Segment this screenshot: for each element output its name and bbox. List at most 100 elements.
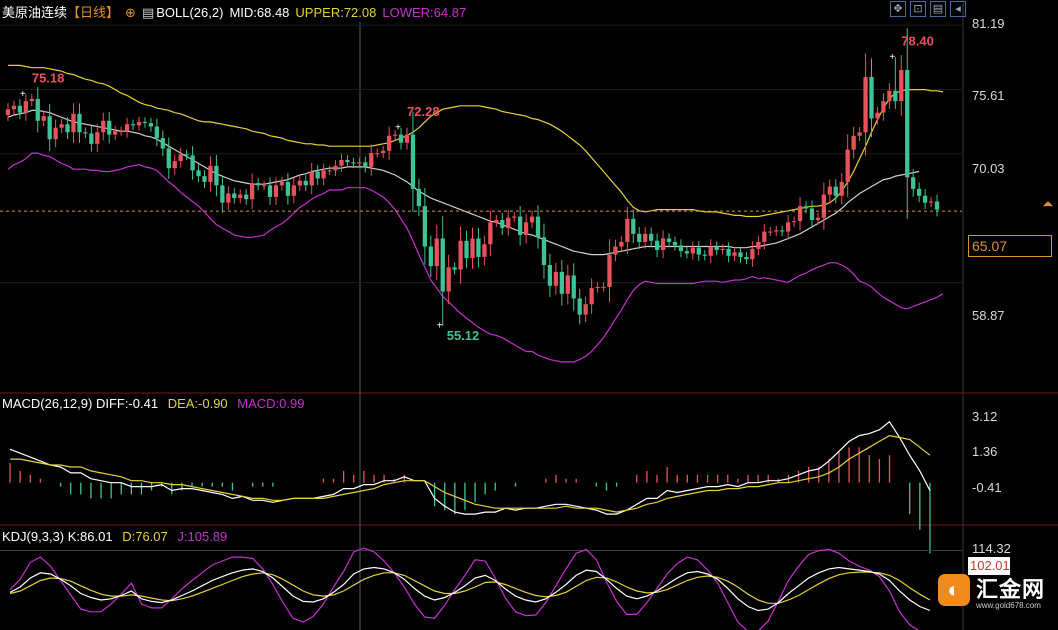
candle-body: [875, 112, 880, 119]
document-icon[interactable]: ▤: [930, 1, 946, 17]
macd-diff: DIFF:-0.41: [95, 396, 159, 411]
candle-body: [488, 222, 493, 245]
candle-body: [113, 131, 118, 135]
candle-body: [321, 170, 326, 179]
candle-body: [279, 181, 285, 186]
candle-body: [660, 238, 666, 250]
candle-body: [416, 188, 422, 207]
candle-body: [89, 133, 94, 144]
extreme-label: 72.28: [407, 104, 440, 119]
candle-body: [863, 76, 868, 133]
candle-body: [345, 160, 350, 163]
candle-body: [809, 208, 815, 220]
kdj-k-line: [9, 566, 931, 612]
back-icon[interactable]: ◂: [950, 1, 966, 17]
symbol-title[interactable]: 美原油连续: [2, 5, 68, 20]
candle-body: [351, 162, 356, 164]
candle-body: [136, 121, 142, 126]
candles: [5, 28, 940, 326]
boll-label[interactable]: BOLL(26,2): [156, 5, 224, 20]
candle-body: [178, 154, 183, 162]
candle-body: [214, 165, 219, 186]
kdj-j: J:105.89: [177, 529, 228, 544]
target-icon[interactable]: ⊕: [125, 5, 136, 20]
candle-body: [392, 134, 398, 136]
candle-body: [821, 194, 827, 218]
candle-body: [780, 230, 785, 232]
boll-lower-line: [7, 152, 944, 363]
candle-body: [869, 76, 874, 119]
candle-body: [375, 153, 380, 155]
candle-body: [238, 194, 243, 199]
candle-body: [637, 233, 642, 242]
candle-body: [785, 222, 791, 232]
candle-body: [494, 220, 499, 223]
candle-body: [666, 238, 672, 242]
zoom-icon[interactable]: ⊡: [910, 1, 926, 17]
kdj-j-line: [9, 547, 919, 630]
candle-body: [5, 109, 11, 115]
candle-body: [643, 233, 648, 242]
candle-body: [523, 222, 529, 235]
candle-body: [363, 162, 368, 167]
candle-body: [124, 124, 130, 132]
candle-body: [142, 121, 148, 124]
candle-body: [726, 248, 731, 256]
candle-body: [922, 195, 928, 203]
candle-body: [696, 247, 701, 255]
candle-body: [839, 181, 844, 196]
candle-body: [905, 70, 910, 178]
chart-icon[interactable]: ▤: [141, 5, 155, 20]
candle-body: [47, 116, 52, 140]
candle-body: [297, 180, 302, 186]
period-label[interactable]: 【日线】: [67, 5, 120, 20]
candle-body: [232, 193, 237, 199]
boll-upper-line: [8, 64, 944, 218]
candle-body: [541, 237, 547, 265]
candle-body: [684, 251, 690, 254]
candle-body: [917, 188, 922, 196]
candle-body: [529, 216, 535, 223]
candle-body: [827, 186, 832, 195]
current-price-label: 65.07: [968, 235, 1052, 257]
candle-body: [583, 304, 588, 315]
candle-body: [29, 98, 34, 102]
candle-body: [553, 271, 559, 286]
candle-body: [851, 135, 856, 150]
kdj-label[interactable]: KDJ(9,3,3): [2, 529, 65, 544]
candle-body: [708, 246, 713, 256]
candle-body: [267, 185, 273, 197]
candle-body: [410, 134, 416, 189]
candle-body: [470, 238, 475, 259]
candle-body: [500, 220, 505, 229]
macd-label[interactable]: MACD(26,12,9): [2, 396, 93, 411]
logo-icon: ◐: [938, 574, 970, 606]
candle-body: [791, 221, 797, 223]
candle-body: [130, 124, 136, 126]
main-header: 美原油连续【日线】 ⊕ ▤ BOLL(26,2) MID:68.48 UPPER:72.0…: [2, 2, 472, 21]
candle-body: [303, 180, 308, 186]
candle-body: [613, 246, 618, 255]
candle-body: [357, 162, 362, 164]
candle-body: [434, 238, 439, 267]
candle-body: [446, 267, 451, 292]
candle-body: [452, 267, 457, 270]
watermark-name: 汇金网: [976, 577, 1046, 602]
candle-body: [559, 271, 564, 294]
macd-dea-line: [10, 434, 931, 513]
extreme-label: 55.12: [447, 328, 480, 343]
candle-body: [53, 127, 58, 140]
candle-body: [11, 105, 17, 110]
candle-body: [291, 185, 296, 196]
candle-body: [815, 217, 821, 220]
candle-body: [428, 246, 433, 267]
candle-body: [678, 245, 684, 252]
candle-body: [714, 246, 719, 250]
candle-body: [928, 201, 934, 203]
kdj-header: KDJ(9,3,3) K:86.01 D:76.07 J:105.89: [2, 529, 233, 544]
candle-body: [756, 241, 761, 249]
crosshair-icon[interactable]: ✥: [890, 1, 906, 17]
candle-body: [220, 185, 225, 203]
candle-body: [83, 132, 88, 134]
